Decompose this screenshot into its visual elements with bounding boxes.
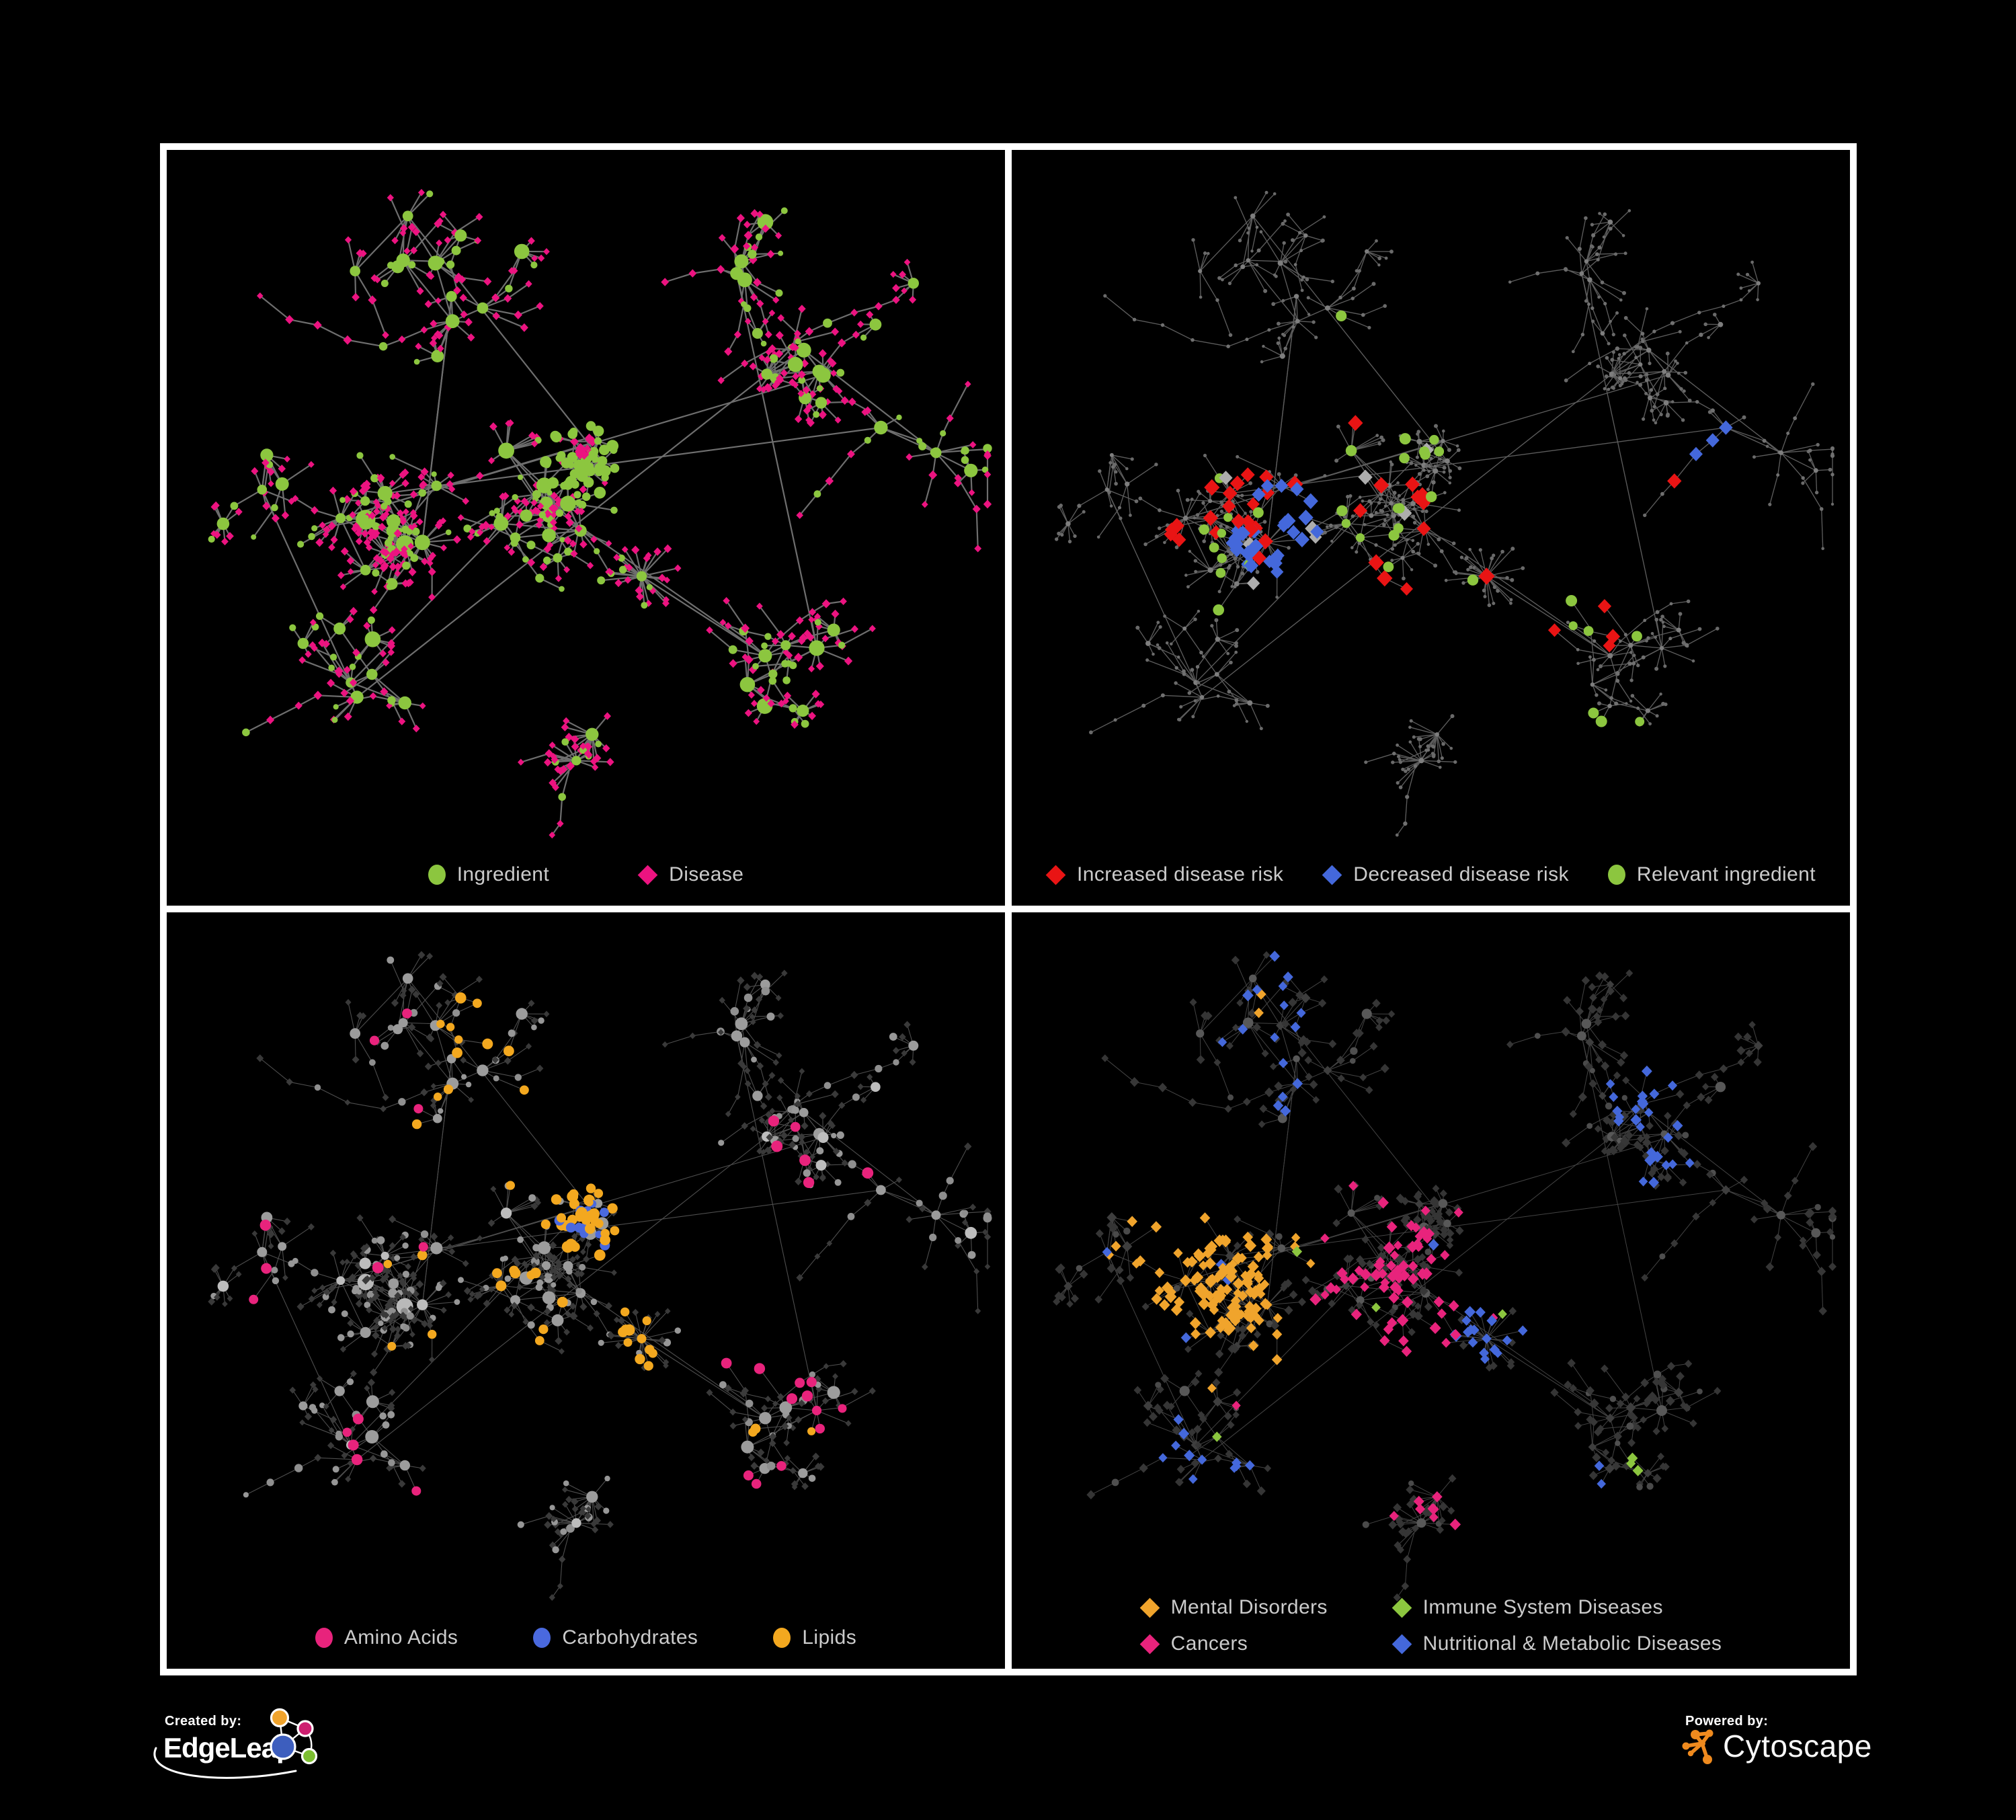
legend-label: Mental Disorders: [1170, 1596, 1328, 1618]
network-canvas: [208, 189, 992, 839]
network-edges: [1056, 955, 1833, 1598]
legend: Ingredient Disease: [167, 863, 1005, 886]
legend-label: Immune System Diseases: [1422, 1596, 1663, 1618]
legend-label: Ingredient: [456, 863, 550, 885]
legend-item-cancers: Cancers: [1139, 1632, 1392, 1655]
legend: Mental Disorders Immune System Diseases Ca…: [1012, 1596, 1850, 1655]
lipids-marker-icon: [773, 1628, 791, 1648]
legend-label: Lipids: [802, 1626, 857, 1649]
legend-row: Mental Disorders Immune System Diseases Ca…: [1139, 1596, 1722, 1655]
panel-grid-frame: Ingredient Disease Increased disease risk…: [160, 143, 1857, 1675]
relevant-ingredient-marker-icon: [1607, 865, 1625, 885]
legend-item-lipids: Lipids: [773, 1626, 856, 1649]
amino-acids-marker-icon: [315, 1628, 333, 1648]
cytoscape-brand: Cytoscape: [1723, 1729, 1872, 1764]
network-canvas: [1053, 951, 1837, 1601]
legend-item-nutritional-metabolic-diseases: Nutritional & Metabolic Diseases: [1392, 1632, 1722, 1655]
increased-disease-risk-marker-icon: [1045, 865, 1066, 885]
cytoscape-icon: [1682, 1729, 1713, 1764]
network-panel-disease-risk: Increased disease risk Decreased disease …: [1012, 150, 1850, 906]
legend-item-disease: Disease: [637, 863, 744, 886]
network-highlight-nodes: [249, 992, 874, 1496]
network-highlight-nodes: [1164, 310, 1733, 727]
network-edges: [210, 192, 989, 836]
legend-item-increased-disease-risk: Increased disease risk: [1045, 863, 1284, 886]
disease-marker-icon: [637, 865, 658, 885]
edgeleap-network-icon: [153, 1708, 318, 1779]
legend-item-decreased-disease-risk: Decreased disease risk: [1322, 863, 1569, 886]
network-highlight-nodes: [540, 421, 620, 502]
legend-label: Decreased disease risk: [1353, 863, 1569, 885]
legend-item-amino-acids: Amino Acids: [315, 1626, 458, 1649]
immune-system-diseases-marker-icon: [1392, 1597, 1412, 1618]
legend: Increased disease risk Decreased disease …: [1012, 863, 1850, 886]
legend-label: Carbohydrates: [562, 1626, 698, 1649]
legend-item-relevant-ingredient: Relevant ingredient: [1607, 863, 1816, 886]
legend-label: Nutritional & Metabolic Diseases: [1422, 1632, 1722, 1655]
mental-disorders-marker-icon: [1139, 1597, 1160, 1618]
network-highlight-nodes: [1102, 951, 1695, 1531]
network-edges: [211, 955, 988, 1598]
cancers-marker-icon: [1139, 1634, 1160, 1654]
network-nodes: [1053, 951, 1837, 1601]
network-panel-nutrient-classes: Amino Acids Carbohydrates Lipids: [167, 912, 1005, 1669]
legend-label: Increased disease risk: [1077, 863, 1284, 885]
legend-label: Amino Acids: [344, 1626, 458, 1649]
legend-item-ingredient: Ingredient: [428, 863, 549, 886]
legend-row: Increased disease risk Decreased disease …: [1045, 863, 1816, 886]
legend-row: Ingredient Disease: [428, 863, 744, 886]
created-by-label: Created by:: [165, 1714, 242, 1729]
network-canvas: [1055, 190, 1835, 837]
legend-row: Amino Acids Carbohydrates Lipids: [315, 1626, 856, 1649]
powered-by-label: Powered by:: [1685, 1714, 1769, 1729]
carbohydrates-marker-icon: [533, 1628, 551, 1648]
legend-label: Disease: [669, 863, 744, 885]
network-panel-disease-categories: Mental Disorders Immune System Diseases Ca…: [1012, 912, 1850, 1669]
legend-item-mental-disorders: Mental Disorders: [1139, 1596, 1392, 1619]
decreased-disease-risk-marker-icon: [1322, 865, 1342, 885]
nutritional-metabolic-diseases-marker-icon: [1392, 1634, 1412, 1654]
network-edges: [1056, 192, 1833, 836]
legend-item-immune-system-diseases: Immune System Diseases: [1392, 1596, 1722, 1619]
legend-label: Cancers: [1170, 1632, 1248, 1655]
ingredient-marker-icon: [428, 865, 446, 885]
legend-item-carbohydrates: Carbohydrates: [533, 1626, 698, 1649]
network-panel-ingredient-disease: Ingredient Disease: [167, 150, 1005, 906]
legend: Amino Acids Carbohydrates Lipids: [167, 1626, 1005, 1649]
network-nodes: [1055, 190, 1835, 837]
network-nodes: [208, 189, 992, 839]
network-canvas: [208, 951, 992, 1601]
legend-label: Relevant ingredient: [1636, 863, 1816, 885]
